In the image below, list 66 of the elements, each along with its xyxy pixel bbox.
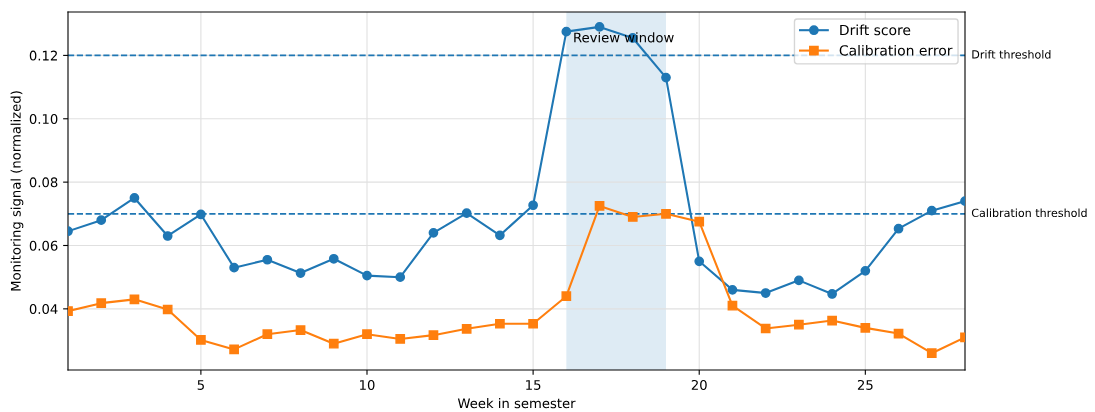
point <box>561 26 572 37</box>
point <box>461 208 472 219</box>
point <box>362 270 372 281</box>
point <box>495 230 505 241</box>
point <box>926 348 937 359</box>
legend-label: Calibration error <box>839 44 953 56</box>
point <box>162 231 173 241</box>
point <box>528 200 538 211</box>
point <box>827 315 837 326</box>
point <box>428 330 439 341</box>
point <box>495 318 505 329</box>
y-axis-title: Monitoring signal (normalized) <box>10 91 24 291</box>
point <box>196 209 206 220</box>
x-tick-label: 5 <box>197 380 204 390</box>
ref-line-label: Drift threshold <box>972 50 1051 59</box>
point <box>295 268 306 278</box>
point <box>760 288 771 298</box>
point <box>395 272 406 283</box>
x-tick-label: 25 <box>857 379 873 390</box>
point <box>262 254 273 265</box>
point <box>794 319 804 330</box>
point <box>162 304 173 315</box>
point <box>727 284 738 295</box>
point <box>196 335 206 345</box>
point <box>926 205 937 216</box>
point <box>727 300 738 311</box>
y-tick-label: 0.08 <box>29 177 58 188</box>
point <box>295 325 306 335</box>
point <box>328 253 339 264</box>
legend-label: Drift score <box>840 24 911 36</box>
y-tick-label: 0.10 <box>29 113 58 124</box>
point <box>428 227 439 238</box>
y-tick-label: 0.06 <box>29 240 58 251</box>
x-tick-label: 15 <box>526 380 541 390</box>
y-tick-label: 0.12 <box>29 50 57 61</box>
point <box>827 289 837 299</box>
y-tick-label: 0.04 <box>29 304 58 315</box>
point <box>229 262 239 273</box>
point <box>328 338 339 349</box>
point <box>661 208 671 219</box>
point <box>395 334 406 344</box>
point <box>129 193 140 203</box>
point <box>229 344 239 355</box>
point <box>129 294 140 305</box>
ref-line-label: Calibration threshold <box>971 208 1087 218</box>
point <box>528 318 538 329</box>
point <box>661 72 671 83</box>
point <box>760 323 771 334</box>
point <box>262 329 273 340</box>
point <box>860 265 871 276</box>
x-axis-title: Week in semester <box>457 398 576 409</box>
point <box>860 323 871 333</box>
point <box>794 275 804 286</box>
point <box>96 298 107 309</box>
point <box>461 323 472 334</box>
point <box>594 22 605 32</box>
point <box>561 291 572 302</box>
point <box>594 201 605 211</box>
point <box>627 212 638 222</box>
point <box>893 223 904 234</box>
point <box>694 216 705 227</box>
x-tick-label: 10 <box>360 379 375 390</box>
point <box>694 256 705 267</box>
point <box>96 215 107 226</box>
point <box>362 329 372 340</box>
x-tick-label: 20 <box>691 379 707 390</box>
